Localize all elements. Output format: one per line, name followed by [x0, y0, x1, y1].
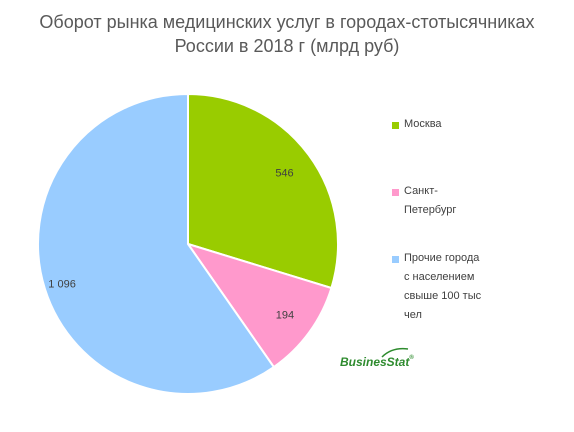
legend-label-spb: Санкт- Петербург — [404, 185, 457, 216]
legend-item-other: Прочие города с населением свыше 100 тыс… — [392, 252, 514, 325]
businesstat-logo: BusinesStat® — [340, 355, 414, 369]
data-label-moscow: 546 — [275, 168, 293, 180]
data-label-spb: 194 — [276, 310, 294, 322]
pie-slice-other — [37, 92, 276, 395]
legend-item-moscow: Москва — [392, 118, 514, 134]
pie-slice-moscow — [187, 92, 339, 290]
chart-title: Оборот рынка медицинских услуг в городах… — [0, 10, 574, 58]
pie-slice-spb — [185, 242, 333, 369]
logo-swoosh-icon — [381, 347, 409, 358]
data-label-other: 1 096 — [48, 279, 76, 291]
legend-swatch-moscow — [392, 122, 399, 129]
legend-swatch-spb — [392, 189, 399, 196]
legend-label-moscow: Москва — [404, 118, 442, 130]
chart-title-line-2: России в 2018 г (млрд руб) — [174, 36, 400, 56]
legend-label-other: Прочие города с населением свыше 100 тыс… — [404, 252, 482, 321]
legend-item-spb: Санкт- Петербург — [392, 185, 514, 220]
legend-swatch-other — [392, 256, 399, 263]
chart-title-line-1: Оборот рынка медицинских услуг в городах… — [39, 12, 535, 32]
